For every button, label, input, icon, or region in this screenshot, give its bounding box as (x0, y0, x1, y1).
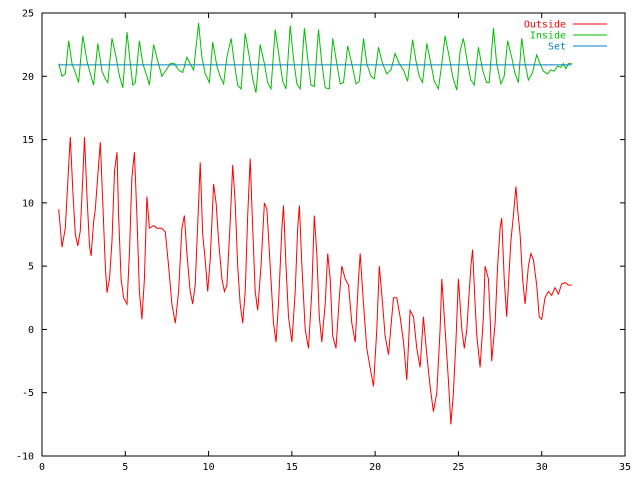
x-tick-label: 35 (619, 462, 631, 473)
x-tick-label: 25 (452, 462, 464, 473)
y-tick-label: 10 (22, 198, 34, 209)
y-tick-label: 15 (22, 135, 34, 146)
x-tick-label: 15 (286, 462, 298, 473)
axes: 0 5 10 15 20 25 30 35 -10 -5 0 5 10 15 20 25 (16, 9, 631, 474)
y-tick-label: 20 (22, 72, 34, 83)
y-tick-label: 0 (28, 325, 34, 336)
legend-label-outside: Outside (524, 20, 566, 31)
legend-label-set: Set (548, 42, 566, 53)
y-tick-label: 5 (28, 262, 34, 273)
x-tick-label: 5 (122, 462, 128, 473)
plot-frame (41, 12, 626, 457)
x-tick-label: 10 (203, 462, 215, 473)
x-tick-label: 30 (536, 462, 548, 473)
series-lines (58, 23, 572, 425)
y-tick-label: 25 (22, 9, 34, 20)
y-tick-label: -5 (22, 388, 34, 399)
x-tick-label: 20 (369, 462, 381, 473)
series-line-outside (58, 136, 572, 425)
series-line-inside (58, 23, 572, 93)
legend-label-inside: Inside (530, 31, 566, 42)
x-tick-label: 0 (39, 462, 45, 473)
y-tick-label: -10 (16, 452, 34, 463)
